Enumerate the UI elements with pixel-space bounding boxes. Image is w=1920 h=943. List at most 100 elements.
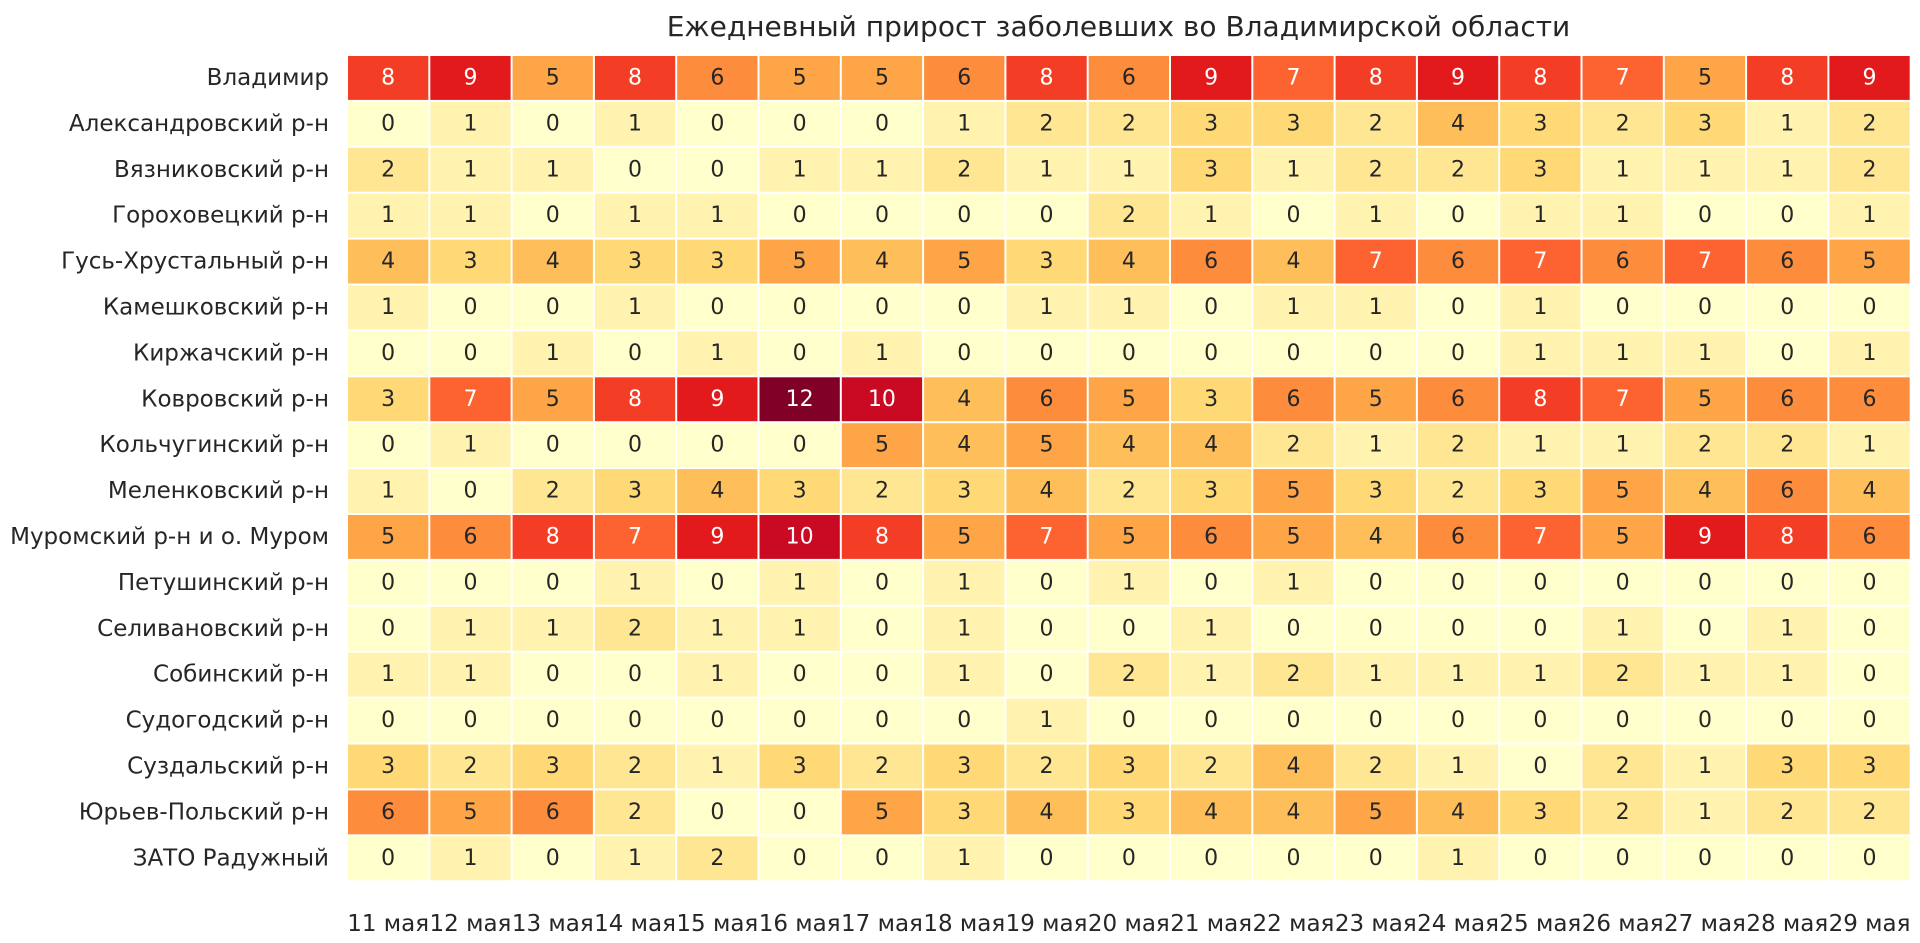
cell-value-label: 1 [1204, 203, 1218, 228]
heatmap-cell [759, 469, 840, 513]
cell-value-label: 4 [1040, 800, 1054, 825]
cell-value-label: 1 [1369, 295, 1383, 320]
heatmap-cell [1088, 239, 1169, 284]
cell-value-label: 0 [546, 111, 560, 136]
heatmap-cell [512, 652, 593, 697]
heatmap-cell [512, 423, 593, 468]
heatmap-cell [430, 239, 511, 284]
heatmap-cell [1747, 652, 1828, 697]
heatmap-cell [1088, 560, 1169, 605]
heatmap-cell [1088, 331, 1169, 376]
cell-value-label: 0 [1863, 846, 1877, 871]
cell-value-label: 1 [1698, 754, 1712, 779]
heatmap-cell [1171, 423, 1252, 468]
cell-value-label: 5 [1863, 249, 1877, 274]
cell-value-label: 2 [1616, 111, 1630, 136]
heatmap-cell [924, 423, 1005, 468]
column-label: 23 мая [1335, 911, 1417, 937]
cell-value-label: 1 [1040, 295, 1054, 320]
heatmap-cell [1664, 652, 1746, 697]
cell-value-label: 4 [1698, 479, 1712, 504]
heatmap-cell [1088, 744, 1169, 789]
row-label: Суздальский р-н [127, 753, 329, 779]
heatmap-cell [1747, 239, 1828, 284]
column-label: 28 мая [1746, 911, 1828, 937]
cell-value-label: 4 [875, 249, 889, 274]
cell-value-label: 3 [628, 249, 642, 274]
heatmap-cell [1335, 331, 1416, 376]
column-label: 19 мая [1006, 911, 1088, 937]
cell-value-label: 5 [1369, 800, 1383, 825]
cell-value-label: 3 [1369, 479, 1383, 504]
heatmap-cell [512, 193, 593, 238]
cell-value-label: 1 [1863, 341, 1877, 366]
heatmap-cell [759, 790, 840, 835]
cell-value-label: 1 [793, 570, 807, 595]
cell-value-label: 0 [1616, 708, 1630, 733]
heatmap-cell [1500, 515, 1581, 559]
column-label: 18 мая [923, 911, 1005, 937]
cell-value-label: 1 [1286, 157, 1300, 182]
heatmap-cell [594, 285, 676, 330]
cell-value-label: 3 [381, 754, 395, 779]
cell-value-label: 0 [1451, 616, 1465, 641]
heatmap-cell [924, 515, 1005, 559]
column-label: 29 мая [1829, 911, 1911, 937]
heatmap-cell [759, 56, 840, 100]
heatmap-cell [1829, 423, 1910, 468]
heatmap-cell [1088, 515, 1169, 559]
row-label: Гусь-Хрустальный р-н [61, 249, 329, 275]
heatmap-cell [1829, 652, 1910, 697]
heatmap-cell [1582, 836, 1663, 881]
cell-value-label: 4 [1451, 800, 1465, 825]
cell-value-label: 2 [1040, 754, 1054, 779]
heatmap-cell [924, 560, 1005, 605]
heatmap-cell [1088, 147, 1169, 192]
cell-value-label: 1 [1286, 295, 1300, 320]
cell-value-label: 0 [628, 662, 642, 687]
heatmap-cell [1664, 331, 1746, 376]
heatmap-cell [924, 239, 1005, 284]
cell-value-label: 4 [1122, 433, 1136, 458]
cell-value-label: 0 [1780, 708, 1794, 733]
heatmap-cell [1417, 560, 1499, 605]
cell-value-label: 2 [1369, 157, 1383, 182]
cell-value-label: 2 [1122, 111, 1136, 136]
cell-value-label: 0 [1286, 203, 1300, 228]
heatmap-cell [348, 698, 429, 743]
cell-value-label: 12 [786, 387, 814, 412]
column-label: 17 мая [841, 911, 923, 937]
heatmap-cell [1253, 790, 1334, 835]
heatmap-cell [1829, 836, 1910, 881]
cell-value-label: 0 [793, 662, 807, 687]
heatmap-cell [1006, 560, 1087, 605]
heatmap-cell [924, 698, 1005, 743]
cell-value-label: 0 [1780, 341, 1794, 366]
heatmap-cell [1829, 515, 1910, 559]
cell-value-label: 0 [1122, 846, 1136, 871]
heatmap-cell [1171, 790, 1252, 835]
column-label: 15 мая [676, 911, 758, 937]
cell-value-label: 0 [1533, 616, 1547, 641]
cell-value-label: 7 [1286, 65, 1300, 90]
cell-value-label: 2 [1122, 203, 1136, 228]
cell-value-label: 9 [710, 524, 724, 549]
heatmap-cell [1335, 515, 1416, 559]
heatmap-cell [430, 652, 511, 697]
column-label: 16 мая [759, 911, 841, 937]
cell-value-label: 0 [793, 708, 807, 733]
cell-value-label: 1 [875, 341, 889, 366]
cell-value-label: 0 [381, 616, 395, 641]
heatmap-cell [759, 331, 840, 376]
cell-value-label: 0 [1369, 570, 1383, 595]
cell-value-label: 9 [463, 65, 477, 90]
cell-value-label: 6 [1863, 524, 1877, 549]
heatmap-cell [1088, 698, 1169, 743]
heatmap-cell [1335, 790, 1416, 835]
row-label: Камешковский р-н [103, 294, 329, 320]
cell-value-label: 3 [1204, 157, 1218, 182]
heatmap-cell [677, 515, 758, 559]
cell-value-label: 0 [1369, 708, 1383, 733]
cell-value-label: 2 [546, 479, 560, 504]
heatmap-cell [924, 744, 1005, 789]
